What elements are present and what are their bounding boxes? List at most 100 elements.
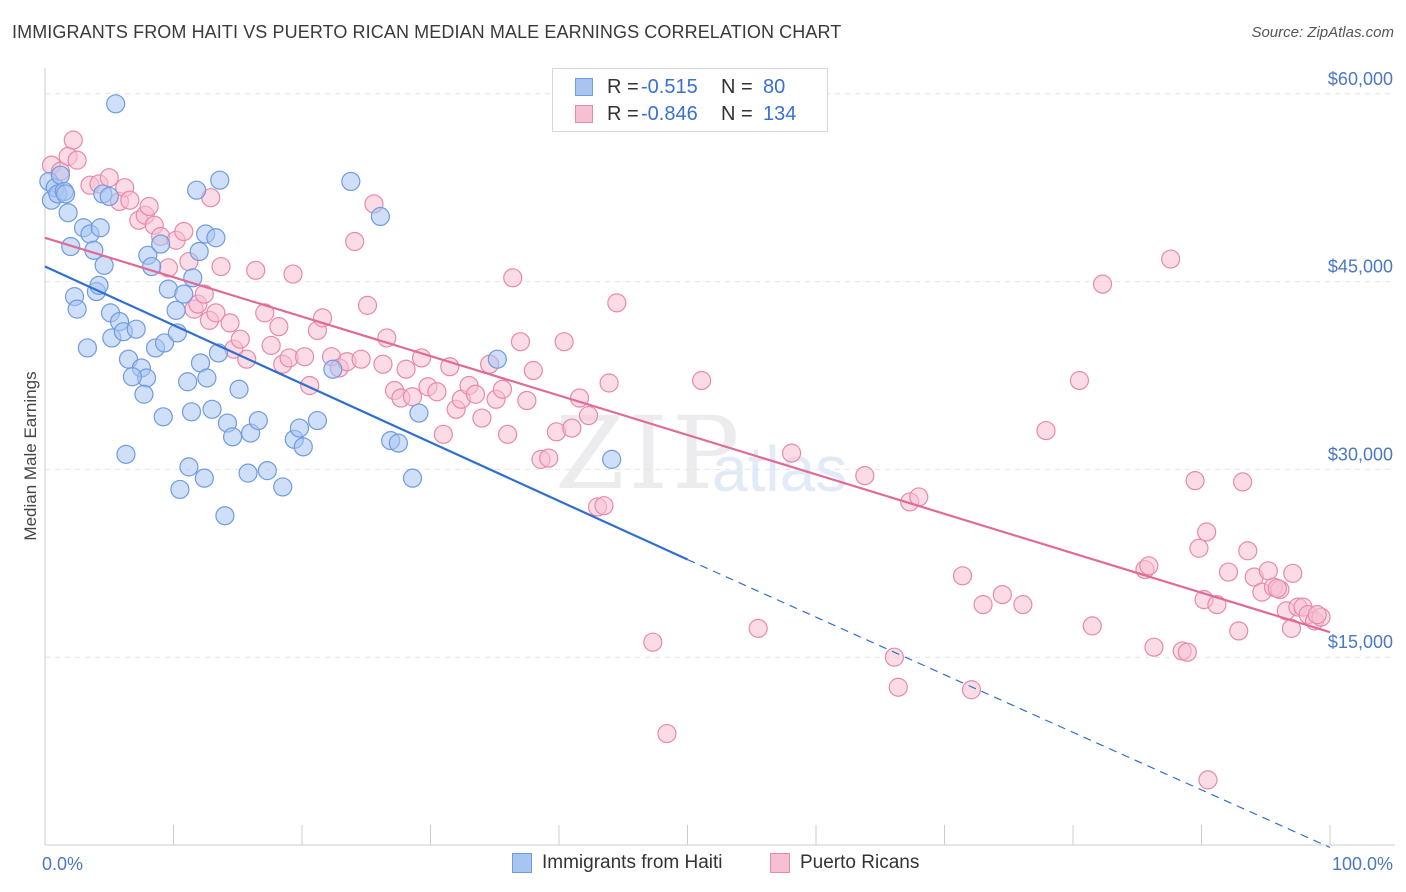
point-puerto-rican (402, 387, 423, 407)
point-haiti (202, 399, 222, 419)
x-tick-label: 0.0% (42, 854, 83, 874)
point-haiti (210, 170, 230, 190)
point-puerto-rican (539, 448, 559, 468)
point-haiti (94, 255, 114, 275)
point-puerto-rican (120, 190, 140, 210)
point-puerto-rican (433, 424, 453, 444)
point-haiti (197, 368, 217, 388)
point-puerto-rican (294, 347, 315, 367)
point-haiti (181, 402, 202, 422)
point-puerto-rican (1198, 770, 1218, 790)
series-swatch-puerto-rican (770, 853, 790, 873)
point-puerto-rican (220, 313, 240, 333)
point-puerto-rican (599, 373, 619, 393)
point-haiti (238, 463, 258, 483)
y-tick-label: $45,000 (1328, 257, 1393, 277)
point-puerto-rican (211, 256, 231, 277)
point-puerto-rican (961, 680, 982, 700)
x-tick-label: 100.0% (1332, 854, 1393, 874)
point-puerto-rican (1069, 370, 1090, 391)
point-haiti (289, 418, 310, 438)
point-haiti (58, 203, 78, 223)
point-puerto-rican (692, 370, 712, 391)
trend-line-puerto-rican (44, 236, 1331, 634)
point-puerto-rican (472, 408, 492, 428)
point-haiti (122, 367, 142, 387)
point-haiti (194, 468, 214, 488)
point-puerto-rican (1189, 538, 1209, 558)
series-swatch-haiti (512, 853, 532, 873)
point-haiti (323, 359, 343, 379)
point-puerto-rican (63, 130, 83, 150)
point-haiti (189, 241, 209, 262)
legend-r-label: R = (607, 75, 639, 98)
series-legend-puerto-rican[interactable]: Puerto Ricans (770, 852, 919, 874)
point-puerto-rican (246, 260, 266, 280)
point-puerto-rican (255, 303, 275, 323)
point-haiti (50, 165, 71, 185)
point-puerto-rican (1185, 471, 1205, 491)
point-puerto-rican (1307, 605, 1327, 625)
point-puerto-rican (1177, 642, 1197, 662)
point-puerto-rican (1197, 522, 1217, 542)
point-puerto-rican (855, 466, 875, 486)
point-haiti (126, 319, 146, 339)
point-haiti (154, 333, 175, 353)
point-puerto-rican (578, 405, 599, 426)
legend-r-label: R = (607, 102, 639, 125)
axes (44, 68, 1395, 846)
point-haiti (602, 449, 622, 469)
point-puerto-rican (492, 379, 513, 399)
correlation-legend: R = -0.515 N = 80 R = -0.846 N = 134 (552, 68, 828, 132)
point-puerto-rican (781, 443, 802, 463)
series-legend-haiti[interactable]: Immigrants from Haiti (512, 852, 723, 874)
y-tick-label: $15,000 (1328, 632, 1393, 652)
point-puerto-rican (884, 647, 904, 667)
point-haiti (487, 349, 507, 369)
point-puerto-rican (748, 618, 768, 638)
point-puerto-rican (411, 348, 432, 368)
y-tick-label: $60,000 (1328, 69, 1393, 89)
point-puerto-rican (1283, 563, 1303, 583)
series-label-haiti: Immigrants from Haiti (542, 852, 723, 873)
point-haiti (341, 171, 361, 192)
series-legend: Immigrants from Haiti Puerto Ricans (0, 852, 1406, 876)
point-puerto-rican (643, 632, 663, 652)
point-puerto-rican (174, 221, 194, 242)
point-haiti (187, 180, 207, 200)
point-puerto-rican (427, 382, 447, 402)
point-haiti (178, 372, 198, 392)
point-puerto-rican (562, 418, 582, 438)
legend-n-value: 134 (763, 102, 797, 125)
point-haiti (99, 186, 119, 207)
series-label-puerto-rican: Puerto Ricans (800, 852, 920, 873)
point-haiti (257, 461, 277, 481)
point-puerto-rican (396, 359, 416, 379)
point-haiti (402, 468, 423, 488)
trend-line-haiti-extension (687, 558, 1331, 849)
legend-n-label: N = (721, 75, 753, 98)
point-haiti (153, 407, 173, 427)
data-points (39, 94, 1331, 790)
point-puerto-rican (194, 284, 214, 304)
point-haiti (307, 410, 328, 431)
point-puerto-rican (554, 332, 574, 352)
point-puerto-rican (67, 150, 87, 170)
point-puerto-rican (1161, 249, 1181, 269)
y-tick-label: $30,000 (1328, 444, 1393, 464)
point-puerto-rican (230, 329, 250, 349)
legend-n-value: 80 (763, 75, 786, 98)
point-puerto-rican (269, 317, 289, 337)
point-haiti (388, 433, 408, 453)
point-puerto-rican (517, 390, 537, 411)
point-puerto-rican (594, 496, 614, 516)
point-haiti (273, 477, 293, 497)
point-puerto-rican (1013, 595, 1033, 615)
point-puerto-rican (1139, 556, 1159, 576)
point-puerto-rican (1233, 472, 1253, 492)
point-haiti (229, 379, 249, 399)
point-haiti (151, 234, 171, 254)
point-puerto-rican (1267, 578, 1287, 598)
point-haiti (206, 228, 226, 248)
